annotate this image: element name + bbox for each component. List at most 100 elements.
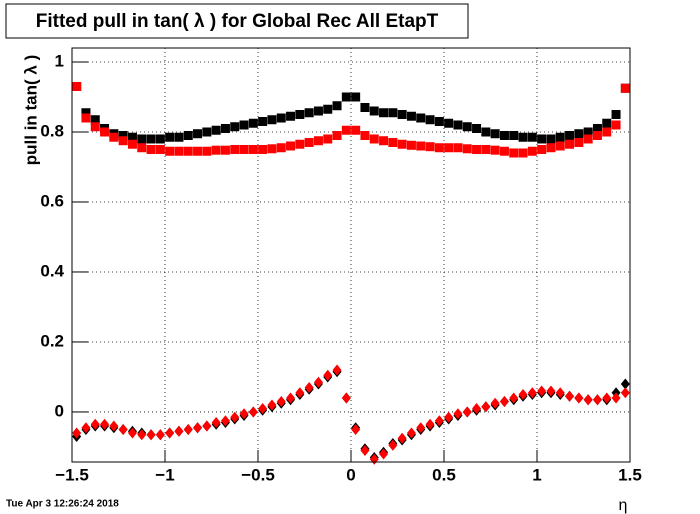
x-tick-label: 0.5 [432, 465, 456, 484]
point [444, 411, 454, 423]
x-tick-label: −1.5 [55, 465, 89, 484]
point [332, 130, 342, 140]
point [583, 134, 593, 144]
point [118, 136, 128, 146]
point [351, 125, 361, 135]
point [286, 141, 296, 151]
point [379, 136, 389, 146]
point [276, 143, 286, 153]
point [239, 120, 249, 130]
point [602, 127, 612, 137]
timestamp: Tue Apr 3 12:26:24 2018 [6, 499, 119, 510]
point [555, 141, 565, 151]
point [239, 408, 249, 420]
point [230, 122, 240, 132]
point [388, 439, 398, 451]
point [574, 392, 584, 404]
point [286, 111, 296, 121]
point [406, 111, 416, 121]
point [323, 369, 333, 381]
point [174, 132, 184, 142]
point [388, 108, 398, 118]
point [118, 423, 128, 435]
point [611, 120, 621, 130]
frame [71, 47, 631, 463]
point [518, 132, 528, 142]
point [202, 420, 212, 432]
point [546, 385, 556, 397]
point [602, 392, 612, 404]
point [611, 109, 621, 119]
point [100, 418, 110, 430]
point [453, 120, 463, 130]
point [155, 144, 165, 154]
point [416, 422, 426, 434]
point [258, 116, 268, 126]
point [565, 139, 575, 149]
point [620, 83, 630, 93]
point [481, 144, 491, 154]
point [425, 142, 435, 152]
point [118, 130, 128, 140]
point [499, 146, 509, 156]
point [165, 427, 175, 439]
point [230, 144, 240, 154]
point [193, 422, 203, 434]
point [332, 364, 342, 376]
point [72, 427, 82, 439]
point [183, 146, 193, 156]
point [295, 139, 305, 149]
x-axis-label: η [619, 497, 628, 514]
point [406, 140, 416, 150]
point [230, 411, 240, 423]
point [109, 420, 119, 432]
point [369, 134, 379, 144]
point [537, 144, 547, 154]
point [81, 422, 91, 434]
point [583, 394, 593, 406]
point [341, 125, 351, 135]
point [211, 145, 221, 155]
point [323, 134, 333, 144]
point [416, 113, 426, 123]
point [462, 122, 472, 132]
point [81, 108, 91, 118]
point [499, 395, 509, 407]
point [137, 143, 147, 153]
point [527, 387, 537, 399]
point [295, 109, 305, 119]
point [193, 129, 203, 139]
y-tick-label: 0.6 [40, 191, 64, 210]
point [481, 127, 491, 137]
point [444, 143, 454, 153]
point [397, 139, 407, 149]
point [592, 123, 602, 133]
point [109, 132, 119, 142]
point [341, 92, 351, 102]
point [397, 109, 407, 119]
point [472, 402, 482, 414]
plot-area: −1.5 −1 −0.5 0 0.5 1 1.5 0 0.2 0.4 0.6 0.8 1 [40, 48, 642, 484]
y-tick-label: 0.2 [40, 331, 64, 350]
point [499, 130, 509, 140]
point [574, 129, 584, 139]
point [388, 137, 398, 147]
point [453, 408, 463, 420]
point [100, 127, 110, 137]
point [137, 134, 147, 144]
point [537, 385, 547, 397]
point [462, 406, 472, 418]
y-tick-label: 0.8 [40, 121, 64, 140]
point [472, 123, 482, 133]
point [574, 137, 584, 147]
point [248, 118, 258, 128]
point [397, 432, 407, 444]
point [276, 395, 286, 407]
point [165, 146, 175, 156]
point [193, 146, 203, 156]
point [555, 132, 565, 142]
point [267, 399, 277, 411]
point [620, 378, 630, 390]
point [267, 115, 277, 125]
